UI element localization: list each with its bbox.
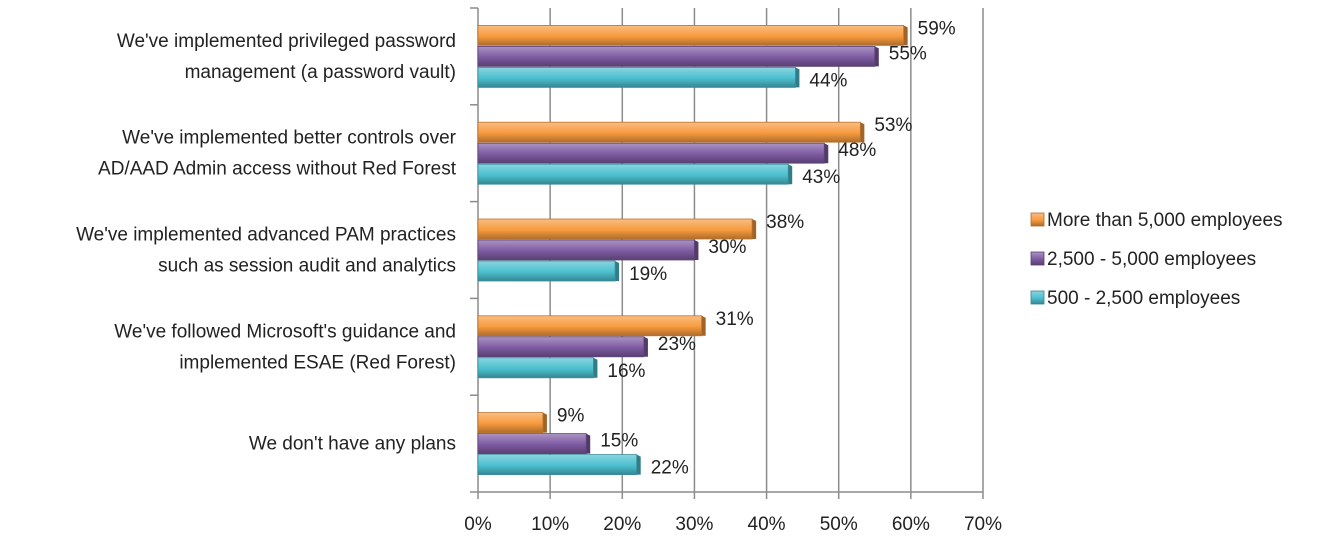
bar-side: [643, 336, 648, 357]
bar-side: [694, 240, 699, 260]
category-label: management (a password vault): [185, 62, 456, 83]
bar: [477, 121, 861, 143]
data-label: 23%: [658, 334, 696, 355]
bar-side: [788, 164, 793, 185]
bar: [477, 46, 876, 67]
category-label: such as session audit and analytics: [158, 256, 456, 277]
data-label: 44%: [809, 70, 847, 91]
bar-side: [795, 67, 800, 88]
x-tick-label: 50%: [820, 514, 858, 535]
bar: [477, 357, 594, 379]
legend-swatch: [1030, 212, 1045, 227]
bar-side: [701, 315, 706, 336]
bar-side: [615, 261, 620, 281]
data-label: 59%: [918, 18, 956, 39]
data-labels: 59% 55% 44% 53% 48% 43% 38% 30% 19% 31% 23% 16% 9% 15…: [557, 18, 956, 478]
category-label: We've followed Microsoft's guidance and: [114, 321, 456, 342]
data-label: 38%: [766, 212, 804, 233]
category-label: AD/AAD Admin access without Red Forest: [98, 159, 457, 180]
data-label: 16%: [607, 361, 645, 382]
legend-swatch: [1030, 251, 1045, 266]
legend-label: More than 5,000 employees: [1047, 210, 1283, 231]
data-label: 15%: [600, 431, 638, 452]
bar-side: [593, 357, 598, 378]
bar: [477, 315, 703, 337]
bar-side: [586, 433, 591, 454]
data-label: 22%: [651, 458, 689, 479]
category-label: We've implemented better controls over: [122, 128, 456, 149]
bar: [477, 218, 753, 240]
x-tick-label: 30%: [675, 514, 713, 535]
data-label: 55%: [889, 43, 927, 64]
data-label: 30%: [708, 237, 746, 258]
bar-side: [542, 412, 547, 433]
bar: [477, 260, 616, 282]
bar: [477, 433, 587, 455]
bar: [477, 67, 796, 88]
x-tick-label: 20%: [603, 514, 641, 535]
data-label: 53%: [874, 115, 912, 136]
bar: [477, 24, 905, 46]
category-label: We don't have any plans: [249, 434, 456, 455]
x-tick-label: 70%: [964, 514, 1002, 535]
category-label: We've implemented advanced PAM practices: [76, 225, 456, 246]
bar-side: [860, 122, 865, 143]
x-tick-label: 0%: [464, 514, 492, 535]
bar-side: [874, 46, 879, 67]
legend: More than 5,000 employees 2,500 - 5,000 e…: [1030, 210, 1283, 309]
bars: [477, 24, 908, 476]
x-tick-label: 60%: [892, 514, 930, 535]
x-tick-label: 40%: [748, 514, 786, 535]
bar-side: [752, 219, 757, 239]
data-label: 19%: [629, 264, 667, 285]
x-tick-labels: 0% 10% 20% 30% 40% 50% 60% 70%: [464, 514, 1002, 535]
x-tick-label: 10%: [531, 514, 569, 535]
data-label: 43%: [802, 167, 840, 188]
bar: [477, 142, 825, 164]
category-labels: We've implemented privileged password man…: [76, 31, 457, 455]
bar: [477, 239, 695, 261]
bar: [477, 454, 638, 476]
data-label: 31%: [716, 309, 754, 330]
bar-side: [824, 143, 829, 164]
data-label: 48%: [838, 140, 876, 161]
category-label: We've implemented privileged password: [117, 31, 456, 52]
legend-swatch: [1030, 290, 1045, 305]
bar: [477, 412, 544, 434]
bar: [477, 163, 789, 185]
bar: [477, 336, 645, 358]
bar-side: [903, 25, 908, 46]
category-label: implemented ESAE (Red Forest): [179, 352, 456, 373]
data-label: 9%: [557, 406, 585, 427]
bar-side: [636, 454, 641, 475]
legend-label: 2,500 - 5,000 employees: [1047, 249, 1256, 270]
legend-label: 500 - 2,500 employees: [1047, 288, 1240, 309]
